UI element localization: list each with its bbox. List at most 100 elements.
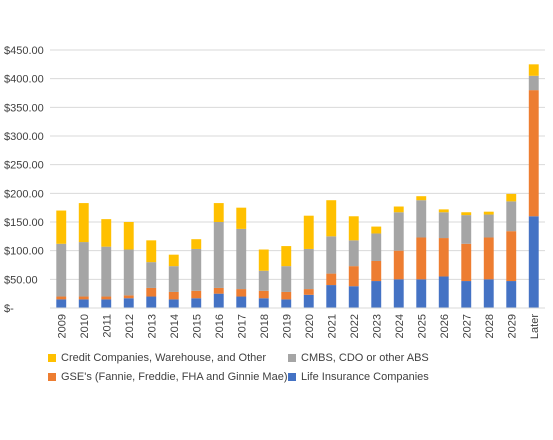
- bar-segment-2024-series-0: [393, 279, 404, 308]
- x-tick-label: 2011: [101, 314, 113, 338]
- y-tick-label: $150.00: [4, 217, 44, 229]
- legend: Credit Companies, Warehouse, and Other CM…: [48, 352, 528, 383]
- bar-segment-2028-series-2: [483, 214, 494, 238]
- bar-segment-2026-series-0: [438, 276, 449, 308]
- legend-item: Life Insurance Companies: [288, 371, 518, 383]
- bar-segment-2015-series-0: [191, 298, 202, 308]
- bar-segment-2019-series-2: [281, 266, 292, 292]
- x-tick-label: 2012: [124, 314, 136, 338]
- legend-item: GSE's (Fannie, Freddie, FHA and Ginnie M…: [48, 371, 288, 383]
- bar-segment-2011-series-3: [101, 219, 112, 247]
- x-tick-label: 2015: [191, 314, 203, 338]
- bars: [56, 64, 539, 308]
- bar-segment-2011-series-2: [101, 246, 112, 297]
- y-tick-label: $450.00: [4, 45, 44, 57]
- bar-segment-2023-series-0: [371, 281, 382, 308]
- legend-label: CMBS, CDO or other ABS: [301, 352, 429, 364]
- bar-segment-2027-series-0: [461, 281, 472, 308]
- x-tick-label: 2020: [304, 314, 316, 338]
- y-tick-label: $-: [4, 303, 14, 315]
- x-tick-label: 2017: [236, 314, 248, 338]
- bar-segment-2019-series-3: [281, 246, 292, 267]
- bar-segment-2021-series-2: [326, 236, 337, 274]
- legend-swatch: [48, 373, 56, 381]
- y-tick-label: $100.00: [4, 246, 44, 258]
- bar-segment-2010-series-3: [78, 203, 89, 243]
- legend-item: CMBS, CDO or other ABS: [288, 352, 518, 364]
- y-tick-label: $200.00: [4, 188, 44, 200]
- bar-segment-2022-series-0: [348, 286, 359, 308]
- bar-segment-2025-series-1: [416, 237, 427, 280]
- bar-segment-2018-series-1: [258, 290, 269, 299]
- legend-item: Credit Companies, Warehouse, and Other: [48, 352, 288, 364]
- bar-segment-2020-series-0: [303, 294, 314, 308]
- legend-swatch: [48, 354, 56, 362]
- bar-segment-2026-series-3: [438, 209, 449, 213]
- bar-segment-2019-series-0: [281, 299, 292, 308]
- bar-segment-2020-series-1: [303, 289, 314, 295]
- bar-segment-2013-series-1: [146, 287, 157, 297]
- bar-segment-Later-series-2: [528, 75, 539, 91]
- bar-segment-Later-series-1: [528, 90, 539, 217]
- bar-segment-2028-series-1: [483, 237, 494, 280]
- y-tick-label: $400.00: [4, 74, 44, 86]
- bar-segment-2011-series-0: [101, 299, 112, 308]
- bar-segment-Later-series-3: [528, 64, 539, 76]
- bar-segment-2018-series-0: [258, 298, 269, 308]
- bar-segment-2026-series-1: [438, 238, 449, 277]
- bar-segment-2015-series-3: [191, 239, 202, 249]
- y-tick-label: $350.00: [4, 102, 44, 114]
- x-tick-label: 2029: [506, 314, 518, 338]
- y-tick-label: $250.00: [4, 160, 44, 172]
- bar-segment-2020-series-2: [303, 248, 314, 290]
- bar-segment-2024-series-1: [393, 250, 404, 280]
- bar-segment-2014-series-3: [168, 254, 179, 267]
- bar-segment-2013-series-3: [146, 240, 157, 263]
- bar-segment-2017-series-3: [236, 207, 247, 229]
- y-axis-tick-labels: $- $50.00 $100.00 $150.00 $200.00 $250.00 $300…: [4, 45, 44, 315]
- bar-segment-2015-series-1: [191, 290, 202, 299]
- bar-segment-2027-series-2: [461, 215, 472, 244]
- x-tick-label: 2013: [146, 314, 158, 338]
- bar-segment-2027-series-1: [461, 243, 472, 282]
- bar-segment-2013-series-0: [146, 296, 157, 308]
- bar-segment-2010-series-2: [78, 242, 89, 297]
- bar-segment-2018-series-3: [258, 249, 269, 271]
- legend-label: Credit Companies, Warehouse, and Other: [61, 352, 267, 364]
- bar-segment-2023-series-1: [371, 260, 382, 282]
- bar-segment-2020-series-3: [303, 215, 314, 249]
- bar-segment-2022-series-2: [348, 240, 359, 267]
- bar-segment-2024-series-2: [393, 212, 404, 251]
- bar-segment-2016-series-1: [213, 287, 224, 294]
- bar-segment-2016-series-3: [213, 203, 224, 222]
- bar-segment-2021-series-1: [326, 273, 337, 286]
- legend-label: GSE's (Fannie, Freddie, FHA and Ginnie M…: [61, 371, 288, 383]
- bar-segment-2029-series-3: [506, 193, 517, 202]
- bar-segment-2026-series-2: [438, 212, 449, 239]
- bar-segment-2017-series-2: [236, 228, 247, 290]
- bar-segment-2013-series-2: [146, 262, 157, 288]
- bar-segment-2021-series-0: [326, 285, 337, 308]
- x-tick-label: 2023: [371, 314, 383, 338]
- y-tick-label: $50.00: [4, 274, 38, 286]
- bar-segment-2015-series-2: [191, 248, 202, 291]
- bar-segment-2029-series-2: [506, 201, 517, 232]
- bar-segment-2025-series-0: [416, 279, 427, 308]
- bar-segment-2009-series-3: [56, 210, 67, 244]
- x-tick-label: 2010: [79, 314, 91, 338]
- bar-segment-2022-series-1: [348, 266, 359, 287]
- x-tick-label: 2009: [56, 314, 68, 338]
- bar-segment-2012-series-2: [123, 249, 134, 296]
- bar-segment-2023-series-3: [371, 226, 382, 234]
- x-tick-label: 2019: [281, 314, 293, 338]
- x-tick-label: 2021: [326, 314, 338, 338]
- bar-segment-2009-series-2: [56, 243, 67, 297]
- x-tick-label: 2014: [169, 314, 181, 338]
- legend-label: Life Insurance Companies: [301, 371, 429, 383]
- bar-segment-2014-series-2: [168, 266, 179, 292]
- bar-segment-2009-series-1: [56, 296, 67, 300]
- bar-segment-2012-series-3: [123, 222, 134, 250]
- bar-segment-2014-series-0: [168, 299, 179, 308]
- x-axis-tick-labels: 2009 2010 2011 2012 2013 2014 2015 2016 2017 2018…: [56, 314, 541, 339]
- x-tick-label: Later: [529, 314, 541, 339]
